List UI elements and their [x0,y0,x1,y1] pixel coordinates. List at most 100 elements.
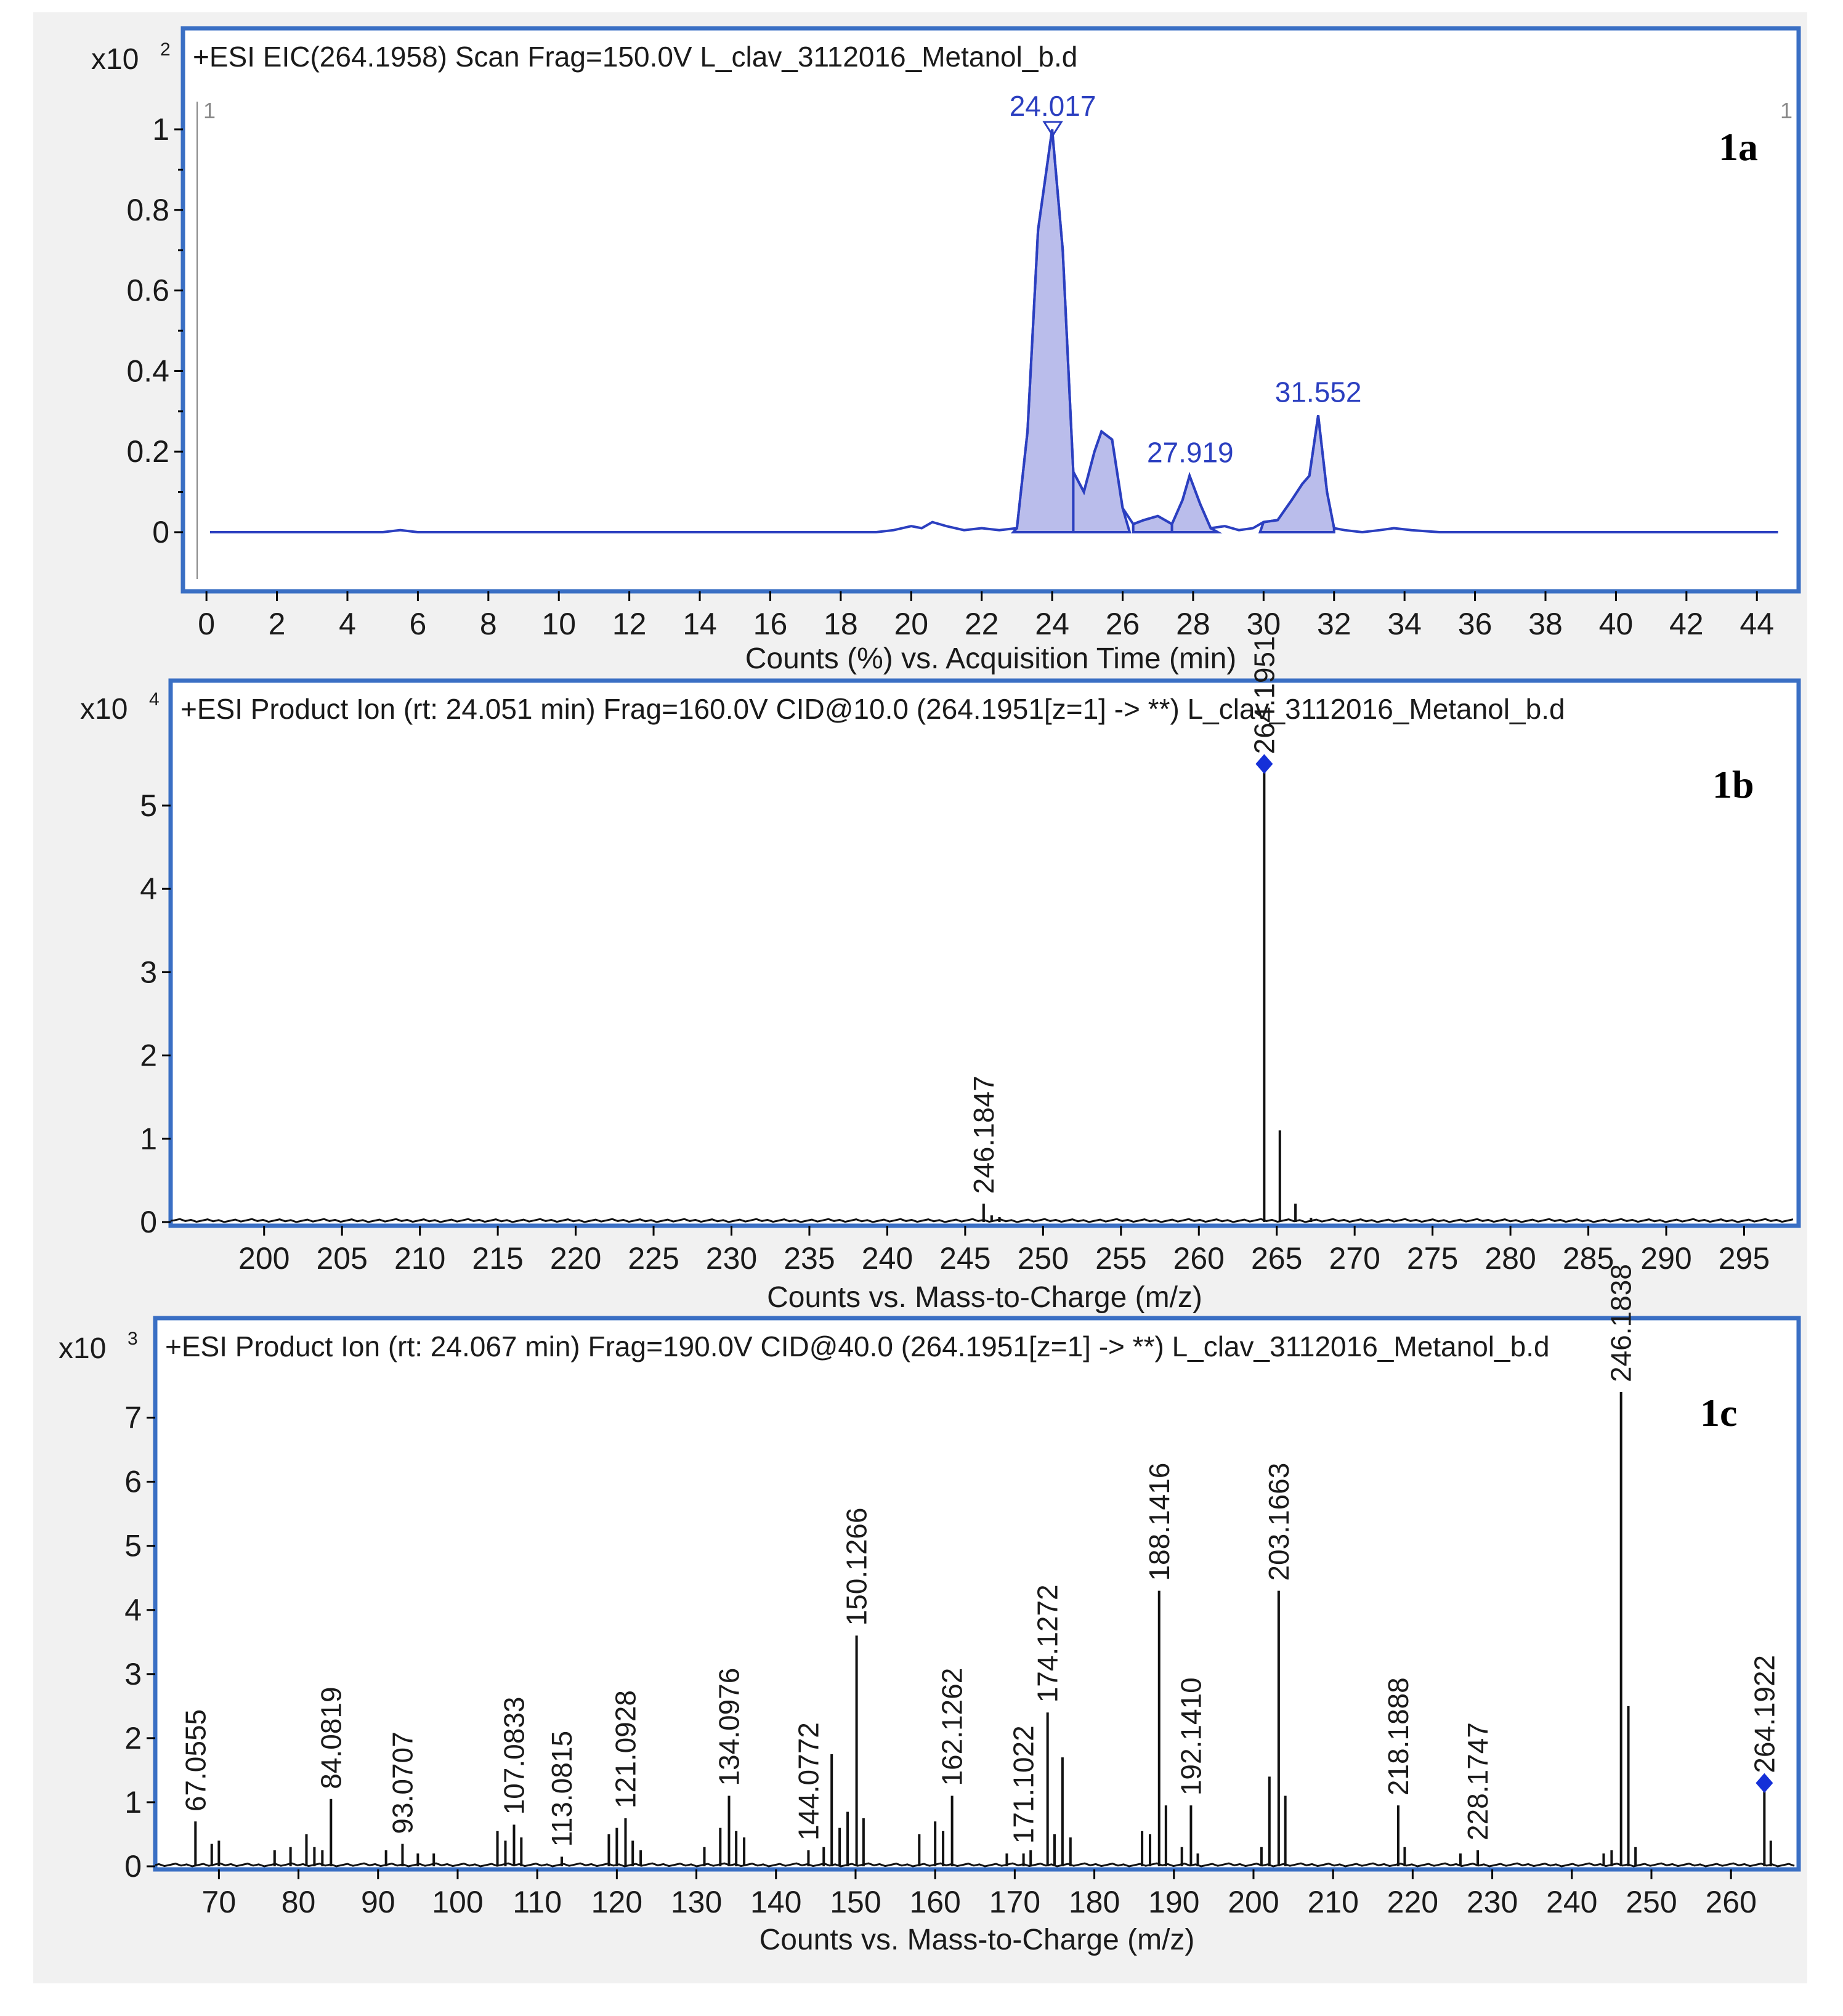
x-tick-label: 30 [1247,607,1281,641]
x-tick-label: 260 [1173,1241,1225,1276]
peak-mz-label: 67.0555 [179,1709,211,1812]
x-tick-label: 230 [1467,1885,1518,1919]
plot-frame [153,1316,1801,1872]
noise-baseline [170,1218,1794,1223]
x-axis-label: Counts (%) vs. Acquisition Time (min) [745,642,1237,675]
x-tick-label: 245 [939,1241,990,1276]
y-multiplier: x10 [59,1332,106,1365]
x-tick-label: 38 [1528,607,1563,641]
y-multiplier: x10 [80,693,128,726]
x-tick-label: 265 [1251,1241,1302,1276]
y-tick-label: 1 [124,1785,142,1820]
panel-tag: 1c [1700,1391,1737,1435]
peak-mz-label: 107.0833 [498,1696,530,1815]
cursor-label: 1 [1780,98,1792,123]
chart-title: +ESI Product Ion (rt: 24.067 min) Frag=1… [165,1330,1550,1362]
x-tick-label: 18 [824,607,858,641]
y-tick-label: 0.4 [126,354,169,388]
x-tick-label: 100 [432,1885,483,1919]
peak-mz-label: 246.1838 [1605,1264,1637,1382]
panel-1b: 0 1 2 3 4 5 200 205 210 215 220 225 230 235 240 245 250 2… [80,636,1801,1314]
x-tick-label: 36 [1458,607,1493,641]
x-tick-label: 190 [1148,1885,1199,1919]
peak-label: 24.017 [1010,90,1096,122]
x-tick-label: 160 [909,1885,960,1919]
x-tick-label: 225 [628,1241,679,1276]
peak-mz-label: 171.1022 [1008,1725,1040,1844]
y-tick-label: 0 [124,1849,142,1884]
x-tick-label: 0 [198,607,215,641]
x-tick-label: 2 [269,607,286,641]
y-tick-label: 3 [124,1657,142,1691]
y-tick-label: 1 [152,112,169,147]
x-tick-label: 14 [683,607,717,641]
x-tick-label: 28 [1176,607,1210,641]
peak-mz-label: 246.1847 [968,1075,1000,1194]
x-tick-label: 200 [1228,1885,1279,1919]
plot-frame [180,26,1801,594]
peak-label: 27.919 [1147,436,1234,468]
x-tick-label: 215 [472,1241,523,1276]
x-tick-label: 32 [1317,607,1351,641]
y-tick-label: 7 [124,1401,142,1435]
cursor-label: 1 [203,98,216,123]
apex-marker [1042,121,1063,137]
peak-mz-label: 84.0819 [315,1686,347,1789]
panel-tag: 1a [1719,125,1758,169]
y-tick-label: 6 [124,1465,142,1499]
x-tick-label: 210 [1307,1885,1358,1919]
y-tick-label: 5 [140,788,157,823]
peak-mz-label: 162.1262 [936,1668,968,1786]
peak-mz-label: 264.1922 [1748,1655,1780,1773]
x-tick-label: 90 [361,1885,395,1919]
y-multiplier-exponent: 2 [160,39,171,60]
x-tick-label: 140 [750,1885,801,1919]
peak-mz-label: 203.1663 [1263,1463,1295,1581]
y-tick-label: 2 [124,1721,142,1755]
x-tick-label: 220 [550,1241,601,1276]
y-multiplier: x10 [91,43,139,76]
y-tick-label: 0.8 [126,193,169,227]
x-tick-label: 210 [394,1241,445,1276]
peak-mz-label: 188.1416 [1143,1463,1175,1581]
peak-mz-label: 192.1410 [1175,1677,1207,1795]
panel-1c: 0 1 2 3 4 5 6 7 70 80 90 100 110 120 130 140 150 160 170 18… [59,1264,1801,1956]
peak-label: 31.552 [1275,376,1362,408]
y-tick-label: 0.6 [126,273,169,308]
y-multiplier-exponent: 4 [149,689,160,710]
x-tick-label: 240 [1546,1885,1597,1919]
chart-title: +ESI Product Ion (rt: 24.051 min) Frag=1… [180,693,1565,725]
x-tick-label: 180 [1069,1885,1120,1919]
peak-mz-label: 134.0976 [713,1668,745,1786]
peak-mz-label: 113.0815 [546,1731,578,1847]
x-tick-label: 240 [862,1241,913,1276]
x-tick-label: 110 [512,1885,562,1919]
x-tick-label: 150 [830,1885,881,1919]
peak-mz-label: 93.0707 [386,1731,418,1834]
x-tick-label: 205 [316,1241,367,1276]
x-tick-label: 280 [1485,1241,1536,1276]
precursor-marker [1756,1773,1773,1793]
peak-mz-label: 144.0772 [792,1722,824,1840]
y-tick-label: 5 [124,1529,142,1563]
peak-mz-label: 218.1888 [1382,1677,1414,1795]
x-axis-label: Counts vs. Mass-to-Charge (m/z) [767,1281,1202,1314]
x-tick-label: 12 [612,607,647,641]
x-tick-label: 120 [591,1885,642,1919]
x-tick-label: 42 [1669,607,1704,641]
peak-mz-label: 264.1951 [1248,636,1280,754]
x-tick-label: 290 [1640,1241,1691,1276]
panel-tag: 1b [1712,763,1754,806]
x-tick-label: 22 [965,607,999,641]
y-tick-label: 4 [124,1593,142,1627]
x-tick-label: 6 [409,607,426,641]
x-tick-label: 230 [706,1241,757,1276]
panel-1a: 00.20.40.60.810 2 4 6 8 10 12 14 16 18 20 22 24 26 28 3… [91,26,1801,675]
x-axis-label: Counts vs. Mass-to-Charge (m/z) [759,1924,1195,1956]
x-tick-label: 24 [1035,607,1069,641]
x-tick-label: 130 [671,1885,722,1919]
y-tick-label: 0.2 [126,434,169,469]
x-tick-label: 235 [784,1241,835,1276]
x-tick-label: 295 [1719,1241,1770,1276]
